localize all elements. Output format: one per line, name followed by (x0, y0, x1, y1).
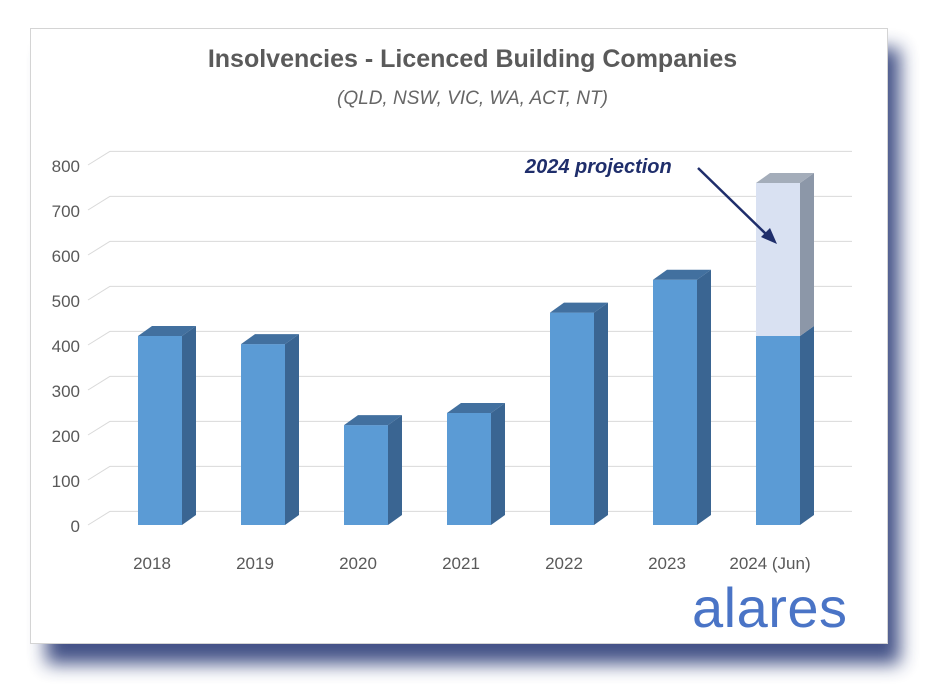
bar-top (756, 173, 814, 183)
bar (550, 302, 608, 525)
gridline-slant (87, 375, 111, 391)
bar-front (653, 279, 697, 525)
y-axis-ticks: 0 100 200 300 400 500 600 700 800 (52, 157, 80, 536)
bar-side (594, 302, 608, 525)
y-tick-label: 0 (71, 517, 80, 536)
y-tick-label: 100 (52, 472, 80, 491)
bars (138, 173, 814, 525)
bar-top (653, 269, 711, 280)
gridline-slant (87, 195, 111, 211)
alares-logo: alares (692, 576, 848, 639)
bar-front (550, 312, 594, 525)
bar-side (800, 326, 814, 525)
bar (447, 402, 505, 525)
y-tick-label: 500 (52, 292, 80, 311)
gridline-slant (87, 420, 111, 436)
x-tick-label: 2020 (339, 554, 377, 573)
y-tick-label: 600 (52, 247, 80, 266)
gridline-slant (87, 465, 111, 481)
bar-front (756, 336, 800, 525)
x-tick-label: 2022 (545, 554, 583, 573)
y-tick-label: 300 (52, 382, 80, 401)
gridline-slant (87, 285, 111, 301)
bar-front (447, 412, 491, 525)
y-tick-label: 800 (52, 157, 80, 176)
annotation-layer: 2024 projection (524, 156, 777, 244)
bar-front (344, 425, 388, 525)
bar-front (241, 344, 285, 525)
gridline-slant (87, 330, 111, 346)
chart-subtitle: (QLD, NSW, VIC, WA, ACT, NT) (337, 88, 608, 109)
projection-bar (756, 173, 814, 336)
projection-annotation: 2024 projection (524, 156, 672, 178)
bar (653, 269, 711, 525)
x-tick-label: 2021 (442, 554, 480, 573)
y-tick-label: 200 (52, 427, 80, 446)
x-axis-ticks: 2018 2019 2020 2021 2022 2023 2024 (Jun) (133, 554, 811, 573)
bar-top (447, 402, 505, 413)
gridline-slant (87, 150, 111, 166)
bar (344, 415, 402, 525)
annotation-arrow (697, 167, 769, 237)
chart-title: Insolvencies - Licenced Building Compani… (207, 45, 738, 73)
bar-side (388, 415, 402, 525)
bar-side (800, 173, 814, 336)
x-tick-label: 2024 (Jun) (729, 554, 810, 573)
bar-top (550, 302, 608, 313)
bar-side (285, 334, 299, 525)
bar-top (241, 334, 299, 345)
x-tick-label: 2023 (648, 554, 686, 573)
gridline-slant (87, 240, 111, 256)
bar-side (697, 269, 711, 525)
bar (756, 326, 814, 525)
bar (241, 334, 299, 525)
bar-side (182, 326, 196, 525)
y-tick-label: 400 (52, 337, 80, 356)
bar-top (138, 326, 196, 336)
y-tick-label: 700 (52, 202, 80, 221)
bar (138, 326, 196, 525)
x-tick-label: 2019 (236, 554, 274, 573)
x-tick-label: 2018 (133, 554, 171, 573)
bar-front (138, 336, 182, 525)
bar-front (756, 183, 800, 336)
bar-top (344, 415, 402, 426)
annotation-arrowhead (761, 228, 777, 244)
bar-side (491, 402, 505, 525)
gridline-slant (87, 510, 111, 526)
